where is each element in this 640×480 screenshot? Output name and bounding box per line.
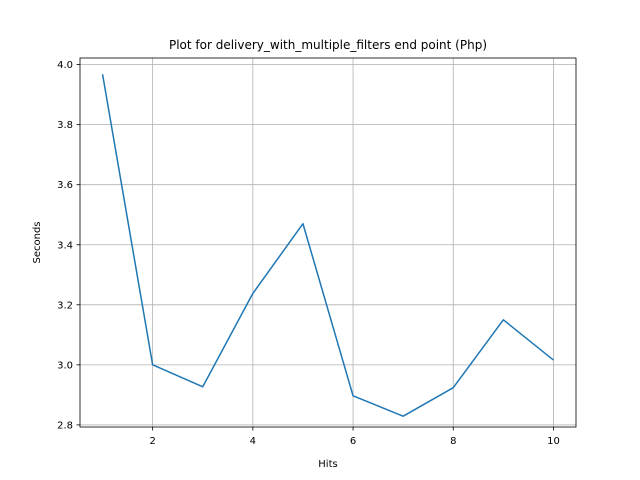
axis-ticks: 2 4 6 8 10 2.8 3.0 3.2 3.4 3.6 3.8 4.0	[57, 60, 560, 447]
x-tick-label: 8	[450, 436, 456, 447]
y-tick-label: 3.2	[57, 300, 73, 311]
y-tick-label: 3.0	[57, 360, 73, 371]
y-tick-label: 2.8	[57, 420, 73, 431]
x-tick-label: 10	[547, 436, 560, 447]
chart-title: Plot for delivery_with_multiple_filters …	[169, 38, 487, 52]
x-axis-label: Hits	[318, 459, 337, 470]
x-tick-label: 6	[350, 436, 356, 447]
series-line	[101, 74, 554, 417]
x-tick-label: 2	[149, 436, 155, 447]
plot-area-frame	[79, 57, 577, 428]
x-tick-label: 4	[250, 436, 256, 447]
y-tick-label: 3.8	[57, 120, 73, 131]
y-axis-label: Seconds	[32, 221, 43, 263]
y-tick-label: 3.6	[57, 180, 73, 191]
y-tick-label: 3.4	[57, 240, 73, 251]
grid-lines	[80, 58, 576, 427]
y-tick-label: 4.0	[57, 60, 73, 71]
